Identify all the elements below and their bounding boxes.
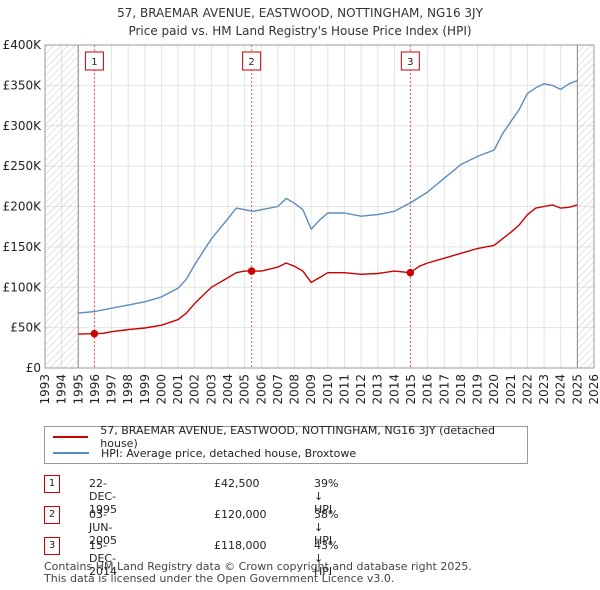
x-tick-label: 2023 [537,374,551,405]
x-tick-label: 2018 [454,374,468,405]
legend-swatch-property [53,436,89,438]
y-tick-label: £0 [26,361,41,375]
x-tick-label: 2013 [371,374,385,405]
x-tick-label: 2012 [354,374,368,405]
legend-swatch-hpi [53,452,89,454]
x-tick-label: 1993 [38,374,52,405]
x-tick-label: 1994 [55,374,69,405]
x-tick-label: 2021 [504,374,518,405]
legend-label-hpi: HPI: Average price, detached house, Brox… [101,446,357,460]
x-tick-label: 2006 [254,374,268,405]
x-tick-label: 2016 [421,374,435,405]
sale-date: 15-DEC-2014 [89,539,117,578]
sale-price: £118,000 [214,539,267,552]
sale-date: 03-JUN-2005 [89,508,117,547]
sale-price: £42,500 [214,477,260,490]
sale-marker-box [242,51,262,71]
legend-label-property: 57, BRAEMAR AVENUE, EASTWOOD, NOTTINGHAM… [100,424,495,450]
x-tick-label: 2020 [487,374,501,405]
y-tick-label: £400K [3,38,43,52]
x-tick-label: 1999 [138,374,152,405]
y-tick-label: £350K [3,78,43,92]
x-tick-label: 2022 [520,374,534,405]
x-tick-label: 2009 [304,374,318,405]
hatched-region [577,45,594,368]
x-tick-label: 2024 [554,374,568,405]
x-tick-label: 1997 [105,374,119,405]
sale-number-badge: 1 [44,475,60,493]
x-tick-label: 2001 [171,374,185,405]
y-tick-label: £100K [3,280,43,294]
legend-item-hpi: HPI: Average price, detached house, Brox… [53,445,356,461]
x-tick-label: 2005 [238,374,252,405]
sale-point [90,329,99,338]
chart-title-line1: 57, BRAEMAR AVENUE, EASTWOOD, NOTTINGHAM… [117,6,483,20]
sale-marker-label: 3 [407,57,413,68]
y-tick-label: £250K [3,159,43,173]
sale-hpi-diff: 43% ↓ HPI [314,539,339,578]
x-tick-label: 2000 [154,374,168,405]
x-tick-label: 2008 [288,374,302,405]
sale-number-badge: 3 [44,537,60,555]
sale-price: £120,000 [214,508,267,521]
y-tick-label: £300K [3,119,43,133]
footer-licence: This data is licensed under the Open Gov… [44,572,395,585]
sale-marker-box [400,51,420,71]
hatched-region [45,45,79,368]
sale-number-badge: 2 [44,506,60,524]
legend: 57, BRAEMAR AVENUE, EASTWOOD, NOTTINGHAM… [44,424,528,464]
x-tick-label: 2007 [271,374,285,405]
sale-marker-box [84,51,104,71]
x-tick-label: 2017 [437,374,451,405]
series-line-property [78,204,578,335]
chart-title-line2: Price paid vs. HM Land Registry's House … [128,24,472,38]
x-tick-label: 2002 [188,374,202,405]
series-line-hpi [78,79,578,314]
x-tick-label: 2026 [587,374,600,405]
footer-copyright: Contains HM Land Registry data © Crown c… [44,560,472,573]
sale-point [247,267,256,275]
y-tick-label: £150K [3,240,43,254]
sale-marker-label: 2 [248,57,254,68]
x-tick-label: 2014 [387,374,401,405]
x-tick-label: 2004 [221,374,235,405]
sale-hpi-diff: 39% ↓ HPI [314,477,339,516]
x-tick-label: 1995 [71,374,85,405]
x-tick-label: 2010 [321,374,335,405]
x-tick-label: 2003 [204,374,218,405]
sale-marker-label: 1 [91,57,97,68]
x-tick-label: 1996 [88,374,102,405]
sale-date: 22-DEC-1995 [89,477,117,516]
y-tick-label: £200K [3,200,43,214]
sale-point [406,268,415,277]
x-tick-label: 2019 [471,374,485,405]
price-chart: 1 2 3 £0 £50K £100K £150K £200K £250K £300K £350K… [3,38,600,405]
sale-hpi-diff: 38% ↓ HPI [314,508,339,547]
x-tick-label: 2025 [570,374,584,405]
x-tick-label: 2011 [337,374,351,405]
x-tick-label: 1998 [121,374,135,405]
y-tick-label: £50K [10,321,42,335]
legend-item-property: 57, BRAEMAR AVENUE, EASTWOOD, NOTTINGHAM… [53,424,527,450]
x-tick-label: 2015 [404,374,418,405]
plot-frame [44,44,595,369]
